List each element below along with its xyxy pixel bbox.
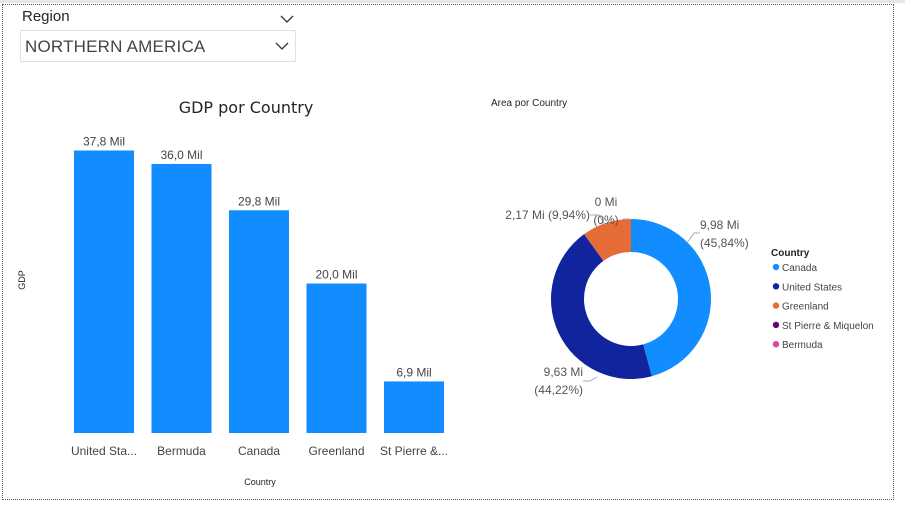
bar-data-label: 20,0 Mil xyxy=(315,268,357,282)
legend-entry[interactable]: Greenland xyxy=(782,302,829,313)
chevron-down-icon[interactable] xyxy=(280,12,294,26)
legend-marker xyxy=(772,283,780,290)
slicer-selected-value: NORTHERN AMERICA xyxy=(25,37,206,56)
bar-chart-x-axis-label: Country xyxy=(244,477,276,487)
bar[interactable] xyxy=(384,381,444,433)
bar-chart-y-axis-label: GDP xyxy=(17,270,27,290)
top-rule xyxy=(0,0,905,3)
bar[interactable] xyxy=(229,210,289,433)
donut-data-label: 2,17 Mi (9,94%) xyxy=(505,208,590,222)
legend-entry[interactable]: St Pierre & Miquelon xyxy=(782,321,874,332)
legend-entry[interactable]: Bermuda xyxy=(782,340,823,351)
leader-line xyxy=(583,376,598,382)
leader-line xyxy=(590,214,606,226)
donut-slice[interactable] xyxy=(584,219,631,261)
donut-data-label: (0%) xyxy=(593,213,618,227)
donut-slice[interactable] xyxy=(551,234,652,380)
donut-chart-title: Area por Country xyxy=(491,98,567,109)
leader-line xyxy=(686,232,700,244)
bar[interactable] xyxy=(306,283,367,433)
x-tick-label: St Pierre &... xyxy=(380,444,448,458)
x-tick-label: Bermuda xyxy=(157,444,206,458)
slicer-header[interactable]: Region xyxy=(22,8,296,30)
legend-title: Country xyxy=(771,248,810,259)
slicer-title: Region xyxy=(22,8,70,25)
bar[interactable] xyxy=(74,150,134,433)
donut-data-label: 9,98 Mi xyxy=(700,218,739,232)
region-slicer[interactable]: Region NORTHERN AMERICA xyxy=(20,4,298,62)
x-tick-label: Canada xyxy=(238,444,280,458)
legend-entry[interactable]: United States xyxy=(782,282,842,293)
slicer-dropdown[interactable]: NORTHERN AMERICA xyxy=(20,30,296,62)
bar-chart[interactable]: GDP por Country GDP Country 37,8 Mil Unit… xyxy=(17,98,448,487)
legend-marker xyxy=(772,302,780,309)
legend-marker xyxy=(772,321,780,329)
chevron-down-icon[interactable] xyxy=(275,39,289,53)
donut-data-label: (45,84%) xyxy=(700,236,749,250)
bar-data-label: 29,8 Mil xyxy=(238,194,280,208)
legend-marker xyxy=(772,263,780,271)
donut-data-label: 0 Mi xyxy=(595,195,618,209)
bar-chart-title: GDP por Country xyxy=(179,98,314,117)
legend-entry[interactable]: Canada xyxy=(782,263,817,274)
donut-data-label: (44,22%) xyxy=(534,383,583,397)
legend-marker xyxy=(772,341,780,348)
bar-data-label: 37,8 Mil xyxy=(83,134,125,148)
donut-chart[interactable]: Area por Country 9,98 Mi (45,84%) 9,63 Mi (… xyxy=(491,98,874,397)
donut-slice[interactable] xyxy=(631,219,711,377)
x-tick-label: United Sta... xyxy=(71,444,137,458)
bar-data-label: 6,9 Mil xyxy=(396,365,431,379)
bar[interactable] xyxy=(151,163,212,433)
x-tick-label: Greenland xyxy=(308,444,364,458)
report-canvas-border xyxy=(2,4,894,500)
bar-data-label: 36,0 Mil xyxy=(160,148,202,162)
donut-data-label: 9,63 Mi xyxy=(544,365,583,379)
